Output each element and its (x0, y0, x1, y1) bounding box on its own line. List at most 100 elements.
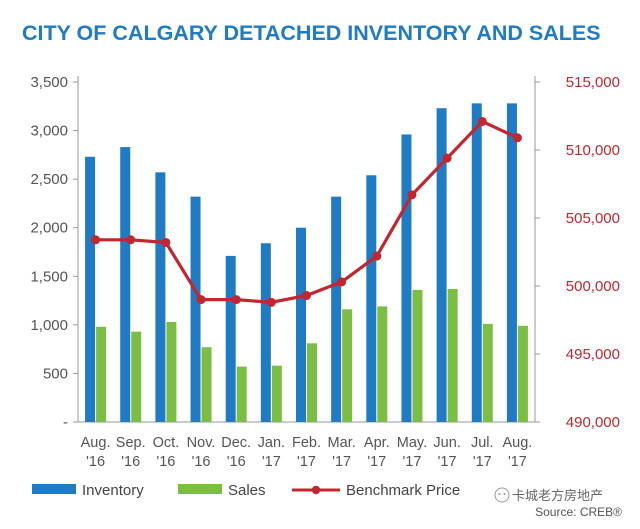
x-axis-year-label: '17 (262, 454, 281, 470)
inventory-bar (85, 156, 96, 423)
x-axis-year-label: '16 (192, 454, 211, 470)
left-axis-tick-label: - (63, 414, 68, 431)
x-axis-year-label: '17 (297, 454, 316, 470)
inventory-bar (366, 175, 377, 422)
inventory-bar (190, 196, 201, 422)
sales-bar (447, 288, 458, 422)
x-axis-year-label: '17 (438, 454, 457, 470)
source-note: Source: CREB® (535, 505, 622, 519)
legend: Inventory Sales Benchmark Price (32, 482, 460, 499)
wechat-icon (494, 487, 510, 503)
right-axis-tick-label: 515,000 (566, 74, 620, 91)
x-axis-month-label: Aug. (81, 435, 111, 451)
sales-bars (96, 288, 528, 422)
x-axis-year-label: '17 (473, 454, 492, 470)
inventory-bar (120, 147, 131, 423)
watermark-text: 卡城老方房地产 (512, 488, 603, 503)
legend-sales-swatch (178, 484, 222, 494)
sales-bar (412, 289, 423, 422)
right-axis-tick-label: 510,000 (566, 142, 620, 159)
left-axis-tick-label: 1,500 (30, 268, 68, 285)
axes-layer: - 500 1,000 1,500 2,000 2,500 3,000 3,500 490,00… (30, 74, 620, 431)
left-axis-tick-label: 500 (43, 365, 68, 382)
inventory-bar (331, 196, 342, 422)
benchmark-price-point (161, 237, 171, 247)
sales-bar (377, 306, 388, 422)
left-axis-tick-label: 3,500 (30, 74, 68, 91)
benchmark-price-point (196, 295, 206, 305)
right-axis-tick-label: 505,000 (566, 210, 620, 227)
legend-benchmark-label: Benchmark Price (346, 482, 460, 499)
sales-bar (236, 366, 247, 422)
sales-bar (131, 331, 142, 422)
inventory-bar (506, 103, 517, 422)
watermark: 卡城老方房地产 (494, 487, 603, 503)
x-axis-month-label: Aug. (503, 435, 533, 451)
legend-inventory-label: Inventory (82, 482, 144, 499)
wechat-icon-eye-left (498, 493, 501, 495)
left-axis-tick-label: 3,000 (30, 123, 68, 140)
benchmark-line (91, 116, 522, 307)
x-axis-month-label: Jul. (471, 435, 494, 451)
x-axis-month-label: Nov. (187, 435, 216, 451)
sales-bar (271, 365, 282, 422)
x-axis-year-label: '16 (86, 454, 105, 470)
sales-bar (482, 323, 493, 422)
sales-bar (307, 343, 317, 422)
x-axis-month-label: Jan. (258, 435, 285, 451)
left-axis-tick-label: 2,000 (30, 220, 68, 237)
x-axis-month-label: Dec. (221, 435, 251, 451)
inventory-bar (225, 255, 236, 422)
right-axis-tick-label: 500,000 (566, 278, 620, 295)
sales-bar (166, 321, 177, 422)
x-axis-year-label: '17 (508, 454, 527, 470)
benchmark-price-point (477, 116, 487, 126)
benchmark-price-point (266, 297, 276, 307)
x-axis-month-label: Sep. (116, 435, 146, 451)
benchmark-price-point (337, 277, 347, 287)
benchmark-price-point (91, 235, 101, 245)
x-axis-year-label: '16 (121, 454, 140, 470)
right-axis-tick-label: 490,000 (566, 414, 620, 431)
wechat-icon-eye-right (503, 493, 506, 495)
benchmark-price-point (231, 295, 241, 305)
x-axis-labels: Aug. '16 Sep. '16 Oct. '16 Nov. '16 Dec. '16 Jan. '… (81, 435, 533, 470)
x-axis-year-label: '17 (367, 454, 386, 470)
x-axis-month-label: May. (397, 435, 427, 451)
inventory-bar (155, 172, 166, 422)
x-axis-month-label: Jun. (433, 435, 460, 451)
inventory-bar (260, 243, 271, 422)
x-axis-year-label: '16 (156, 454, 175, 470)
x-axis-month-label: Oct. (153, 435, 180, 451)
benchmark-price-point (126, 235, 136, 245)
x-axis-year-label: '16 (227, 454, 246, 470)
benchmark-price-point (372, 251, 382, 261)
sales-bar (342, 309, 353, 422)
inventory-bar (471, 103, 482, 422)
chart-title: CITY OF CALGARY DETACHED INVENTORY AND S… (22, 21, 601, 45)
right-axis-tick-label: 495,000 (566, 346, 620, 363)
inventory-bar (401, 134, 412, 422)
inventory-bars (85, 103, 517, 423)
inventory-bar (436, 108, 447, 422)
left-axis-tick-label: 2,500 (30, 171, 68, 188)
benchmark-price-point (407, 190, 417, 200)
legend-inventory-swatch (32, 484, 76, 494)
x-axis-month-label: Mar. (328, 435, 356, 451)
sales-bar (201, 347, 212, 422)
sales-bar (96, 326, 107, 422)
left-axis-tick-label: 1,000 (30, 317, 68, 334)
legend-sales-label: Sales (228, 482, 266, 499)
x-axis-month-label: Feb. (292, 435, 321, 451)
inventory-bar (296, 227, 306, 422)
x-axis-year-label: '17 (332, 454, 351, 470)
legend-benchmark-marker (311, 485, 321, 495)
benchmark-price-point (302, 291, 311, 301)
benchmark-price-point (512, 133, 522, 143)
benchmark-price-point (442, 153, 452, 163)
x-axis-month-label: Apr. (364, 435, 390, 451)
sales-bar (517, 325, 528, 422)
x-axis-year-label: '17 (403, 454, 422, 470)
